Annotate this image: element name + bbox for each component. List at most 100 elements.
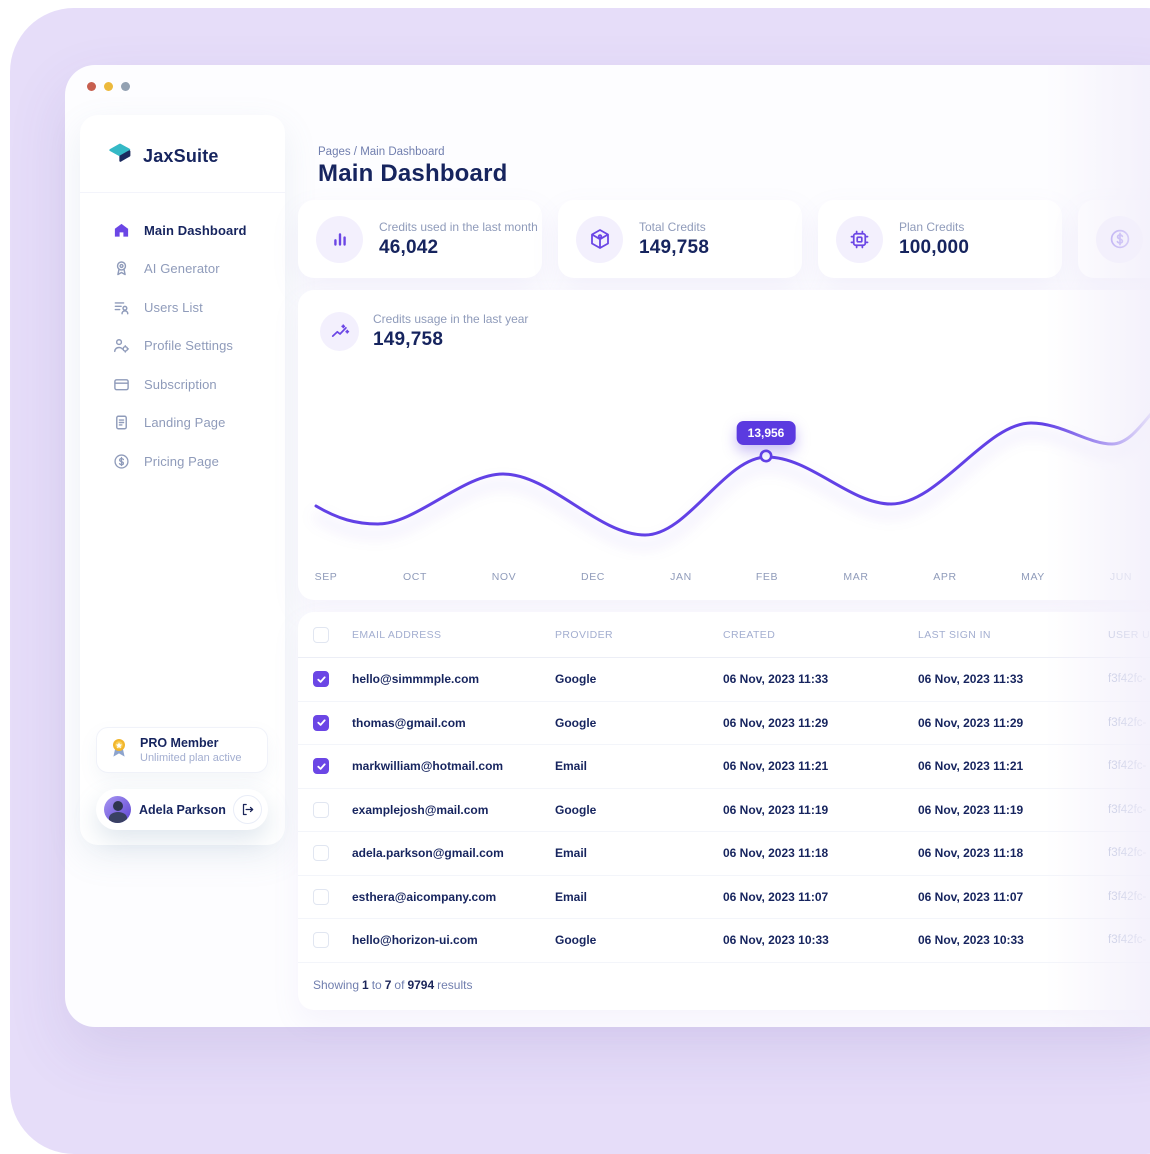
data-point-marker bbox=[759, 449, 773, 463]
table-row[interactable]: thomas@gmail.com Google 06 Nov, 2023 11:… bbox=[298, 702, 1150, 745]
cell-provider: Google bbox=[555, 672, 597, 687]
column-header-last-sign-in[interactable]: LAST SIGN IN bbox=[918, 628, 991, 641]
row-checkbox[interactable] bbox=[313, 671, 329, 688]
medal-icon bbox=[113, 260, 130, 277]
cell-uid: f3f42fc- bbox=[1108, 760, 1147, 773]
document-icon bbox=[113, 414, 130, 431]
x-tick: SEP bbox=[314, 571, 338, 583]
sidebar-item-pricing-page[interactable]: Pricing Page bbox=[80, 442, 285, 481]
sidebar-item-ai-generator[interactable]: AI Generator bbox=[80, 250, 285, 289]
row-checkbox[interactable] bbox=[313, 888, 329, 905]
table-row[interactable]: examplejosh@mail.com Google 06 Nov, 2023… bbox=[298, 789, 1150, 832]
stat-value: 46,042 bbox=[379, 236, 439, 258]
stat-value: 100,000 bbox=[899, 236, 970, 258]
chart-label: Credits usage in the last year bbox=[373, 312, 529, 326]
stat-card-plan-credits: Plan Credits 100,000 bbox=[818, 200, 1062, 278]
table-row[interactable]: hello@simmmple.com Google 06 Nov, 2023 1… bbox=[298, 658, 1150, 702]
gold-medal-icon bbox=[107, 736, 131, 765]
row-checkbox[interactable] bbox=[313, 801, 329, 818]
column-header-provider[interactable]: PROVIDER bbox=[555, 628, 614, 641]
trend-line-icon bbox=[320, 312, 359, 351]
cell-email: hello@horizon-ui.com bbox=[352, 933, 478, 948]
sidebar-item-users-list[interactable]: Users List bbox=[80, 288, 285, 327]
column-header-email[interactable]: EMAIL ADDRESS bbox=[352, 628, 442, 641]
cell-last-sign-in: 06 Nov, 2023 11:18 bbox=[918, 846, 1024, 861]
column-header-user-uid[interactable]: USER UID bbox=[1108, 628, 1150, 641]
table-results-summary: Showing 1 to 7 of 9794 results bbox=[313, 978, 473, 992]
sidebar-item-subscription[interactable]: Subscription bbox=[80, 365, 285, 404]
x-tick: NOV bbox=[491, 571, 517, 583]
window-controls bbox=[87, 82, 130, 91]
row-checkbox[interactable] bbox=[313, 758, 329, 775]
cell-last-sign-in: 06 Nov, 2023 10:33 bbox=[918, 933, 1024, 948]
select-all-checkbox[interactable] bbox=[313, 626, 329, 643]
x-tick: MAY bbox=[1021, 571, 1045, 583]
sidebar-nav: Main Dashboard AI Generator Users List P… bbox=[80, 211, 285, 481]
cell-created: 06 Nov, 2023 11:18 bbox=[723, 846, 829, 861]
check-icon bbox=[316, 719, 326, 727]
cell-email: hello@simmmple.com bbox=[352, 672, 480, 687]
list-user-icon bbox=[113, 299, 130, 316]
stat-value: 149,758 bbox=[639, 236, 710, 258]
credits-usage-chart-card: Credits usage in the last year 149,758 1… bbox=[298, 290, 1150, 600]
cell-provider: Google bbox=[555, 802, 597, 817]
logout-button[interactable] bbox=[233, 795, 262, 824]
table-row[interactable]: markwilliam@hotmail.com Email 06 Nov, 20… bbox=[298, 745, 1150, 789]
cell-last-sign-in: 06 Nov, 2023 11:19 bbox=[918, 802, 1024, 817]
cell-uid: f3f42fc- bbox=[1108, 890, 1147, 903]
cell-email: adela.parkson@gmail.com bbox=[352, 846, 504, 861]
x-tick: APR bbox=[933, 571, 957, 583]
stat-card-total-credits: Total Credits 149,758 bbox=[558, 200, 802, 278]
zoom-window-icon[interactable] bbox=[121, 82, 130, 91]
x-tick: OCT bbox=[403, 571, 427, 583]
row-checkbox[interactable] bbox=[313, 845, 329, 862]
cell-last-sign-in: 06 Nov, 2023 11:33 bbox=[918, 672, 1024, 687]
pro-member-card: PRO Member Unlimited plan active bbox=[96, 727, 268, 773]
stat-label: Total Credits bbox=[639, 219, 706, 234]
cell-last-sign-in: 06 Nov, 2023 11:21 bbox=[918, 759, 1024, 774]
users-table: EMAIL ADDRESS PROVIDER CREATED LAST SIGN… bbox=[298, 612, 1150, 1010]
row-checkbox[interactable] bbox=[313, 714, 329, 731]
cell-created: 06 Nov, 2023 11:33 bbox=[723, 672, 829, 687]
chart-value: 149,758 bbox=[373, 329, 444, 350]
line-chart[interactable] bbox=[298, 378, 1150, 560]
x-tick: DEC bbox=[581, 571, 605, 583]
user-gear-icon bbox=[113, 337, 130, 354]
x-tick: JUN bbox=[1109, 571, 1133, 583]
table-row[interactable]: esthera@aicompany.com Email 06 Nov, 2023… bbox=[298, 876, 1150, 919]
x-tick: MAR bbox=[843, 571, 869, 583]
sidebar: JaxSuite Main Dashboard AI Generator U bbox=[80, 115, 285, 845]
cell-provider: Google bbox=[555, 715, 597, 730]
sidebar-item-landing-page[interactable]: Landing Page bbox=[80, 404, 285, 443]
brand-logo-icon bbox=[107, 141, 133, 172]
bar-chart-icon bbox=[316, 215, 363, 263]
credit-card-icon bbox=[113, 376, 130, 393]
pro-member-title: PRO Member bbox=[140, 736, 219, 750]
cell-provider: Email bbox=[555, 759, 588, 774]
cell-created: 06 Nov, 2023 11:21 bbox=[723, 759, 829, 774]
breadcrumb[interactable]: Pages / Main Dashboard bbox=[318, 146, 445, 158]
cell-email: markwilliam@hotmail.com bbox=[352, 759, 504, 774]
brand: JaxSuite bbox=[107, 141, 219, 172]
minimize-window-icon[interactable] bbox=[104, 82, 113, 91]
row-checkbox[interactable] bbox=[313, 932, 329, 949]
cell-uid: f3f42fc- bbox=[1108, 847, 1147, 860]
column-header-created[interactable]: CREATED bbox=[723, 628, 776, 641]
table-row[interactable]: hello@horizon-ui.com Google 06 Nov, 2023… bbox=[298, 919, 1150, 963]
divider bbox=[80, 192, 285, 193]
user-card[interactable]: Adela Parkson bbox=[96, 789, 268, 830]
avatar bbox=[104, 796, 131, 823]
logout-icon bbox=[242, 803, 254, 816]
stat-card-partial bbox=[1078, 200, 1150, 278]
stat-label: Credits used in the last month bbox=[379, 219, 538, 234]
cell-created: 06 Nov, 2023 10:33 bbox=[723, 933, 829, 948]
table-row[interactable]: adela.parkson@gmail.com Email 06 Nov, 20… bbox=[298, 832, 1150, 876]
app-window: JaxSuite Main Dashboard AI Generator U bbox=[65, 65, 1150, 1027]
close-window-icon[interactable] bbox=[87, 82, 96, 91]
cell-last-sign-in: 06 Nov, 2023 11:07 bbox=[918, 889, 1024, 904]
chart-tooltip: 13,956 bbox=[736, 421, 796, 445]
cell-email: examplejosh@mail.com bbox=[352, 802, 489, 817]
brand-name: JaxSuite bbox=[143, 146, 219, 166]
sidebar-item-main-dashboard[interactable]: Main Dashboard bbox=[80, 211, 285, 250]
sidebar-item-profile-settings[interactable]: Profile Settings bbox=[80, 327, 285, 366]
